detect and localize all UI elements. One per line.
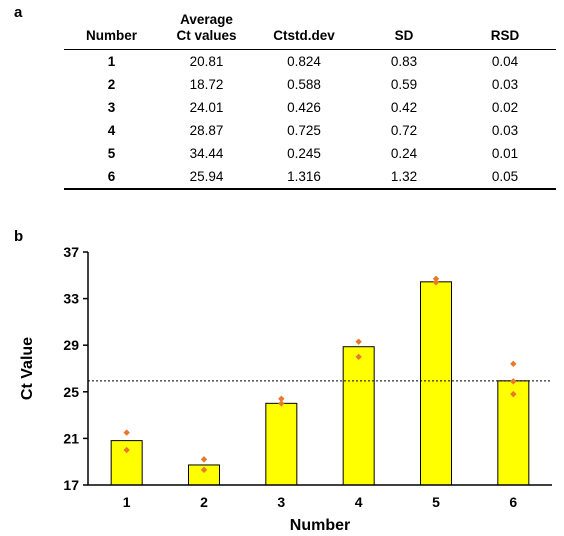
number-cell: 3 [107, 100, 116, 115]
data-point [432, 275, 440, 282]
header-ctstd-dev: Ctstd.dev [254, 8, 354, 50]
rsd-cell: 0.04 [491, 54, 519, 69]
average-ct-cell: 18.72 [189, 77, 224, 92]
number-cell: 5 [107, 146, 116, 161]
data-point [432, 279, 440, 286]
table-row: 3 24.01 0.426 0.42 0.02 [64, 96, 556, 119]
header-sd: SD [354, 8, 454, 50]
ctstd-dev-cell: 0.824 [287, 54, 321, 69]
table-row: 2 18.72 0.588 0.59 0.03 [64, 73, 556, 96]
data-point [123, 446, 130, 454]
table-row: 4 28.87 0.725 0.72 0.03 [64, 119, 556, 142]
sd-cell: 1.32 [354, 165, 454, 190]
y-axis-title: Ct Value [19, 337, 36, 400]
rsd-cell: 0.05 [454, 165, 556, 190]
number-cell: 4 [107, 123, 116, 138]
x-tick-label: 4 [355, 494, 363, 510]
bar [342, 346, 375, 486]
x-tick-label: 6 [509, 494, 517, 510]
y-tick-label: 33 [63, 291, 79, 307]
rsd-cell: 0.03 [491, 77, 519, 92]
header-rsd: RSD [454, 8, 556, 50]
bar [420, 281, 452, 486]
data-point [278, 400, 285, 407]
panel-b-label: b [14, 228, 24, 245]
ctstd-dev-cell: 0.426 [287, 100, 321, 115]
average-ct-cell: 24.01 [189, 100, 224, 115]
number-cell: 1 [107, 54, 116, 69]
y-tick-label: 37 [63, 244, 79, 260]
ct-statistics-table: Number Average Ct values Ctstd.dev SD RSD… [64, 8, 556, 190]
data-point [510, 360, 517, 368]
y-tick-label: 25 [63, 384, 79, 400]
y-tick-label: 29 [63, 337, 79, 353]
data-point [123, 429, 130, 436]
bar [265, 402, 298, 486]
average-ct-cell: 28.87 [189, 123, 224, 138]
data-point [355, 353, 362, 361]
sd-cell: 0.42 [390, 100, 418, 115]
data-point [200, 466, 208, 474]
table-row: 5 34.44 0.245 0.24 0.01 [64, 142, 556, 165]
y-tick-label: 17 [63, 477, 79, 493]
header-number: Number [64, 8, 159, 50]
table-header-row: Number Average Ct values Ctstd.dev SD RSD [64, 8, 556, 50]
data-point [200, 456, 208, 463]
data-point [510, 378, 517, 385]
x-tick-label: 1 [123, 494, 131, 510]
rsd-cell: 0.03 [491, 123, 519, 138]
data-point [278, 395, 285, 402]
ctstd-dev-cell: 0.725 [287, 123, 321, 138]
sd-cell: 0.83 [390, 54, 418, 69]
table-row: 6 25.94 1.316 1.32 0.05 [64, 165, 556, 190]
average-ct-cell: 20.81 [189, 54, 224, 69]
x-tick-label: 2 [200, 494, 208, 510]
ctstd-dev-cell: 1.316 [254, 165, 354, 190]
ct-value-bar-chart: 17 21 25 29 33 37 1 2 3 4 5 6 Number Ct Value [19, 244, 552, 534]
x-tick-label: 5 [432, 494, 440, 510]
average-ct-cell: 25.94 [159, 165, 254, 190]
number-cell: 6 [64, 165, 159, 190]
bar [497, 380, 530, 486]
sd-cell: 0.72 [390, 123, 418, 138]
sd-cell: 0.24 [390, 146, 418, 161]
header-average-ct: Average Ct values [159, 8, 254, 50]
rsd-cell: 0.02 [491, 100, 519, 115]
ctstd-dev-cell: 0.245 [287, 146, 321, 161]
y-tick-label: 21 [63, 430, 79, 446]
x-axis-title: Number [290, 517, 350, 534]
panel-a-label: a [14, 4, 23, 21]
data-point [510, 390, 517, 398]
data-point [355, 338, 362, 345]
rsd-cell: 0.01 [491, 146, 519, 161]
average-ct-cell: 34.44 [189, 146, 224, 161]
table-row: 1 20.81 0.824 0.83 0.04 [64, 50, 556, 74]
x-tick-label: 3 [277, 494, 285, 510]
ctstd-dev-cell: 0.588 [287, 77, 321, 92]
number-cell: 2 [107, 77, 116, 92]
sd-cell: 0.59 [390, 77, 418, 92]
